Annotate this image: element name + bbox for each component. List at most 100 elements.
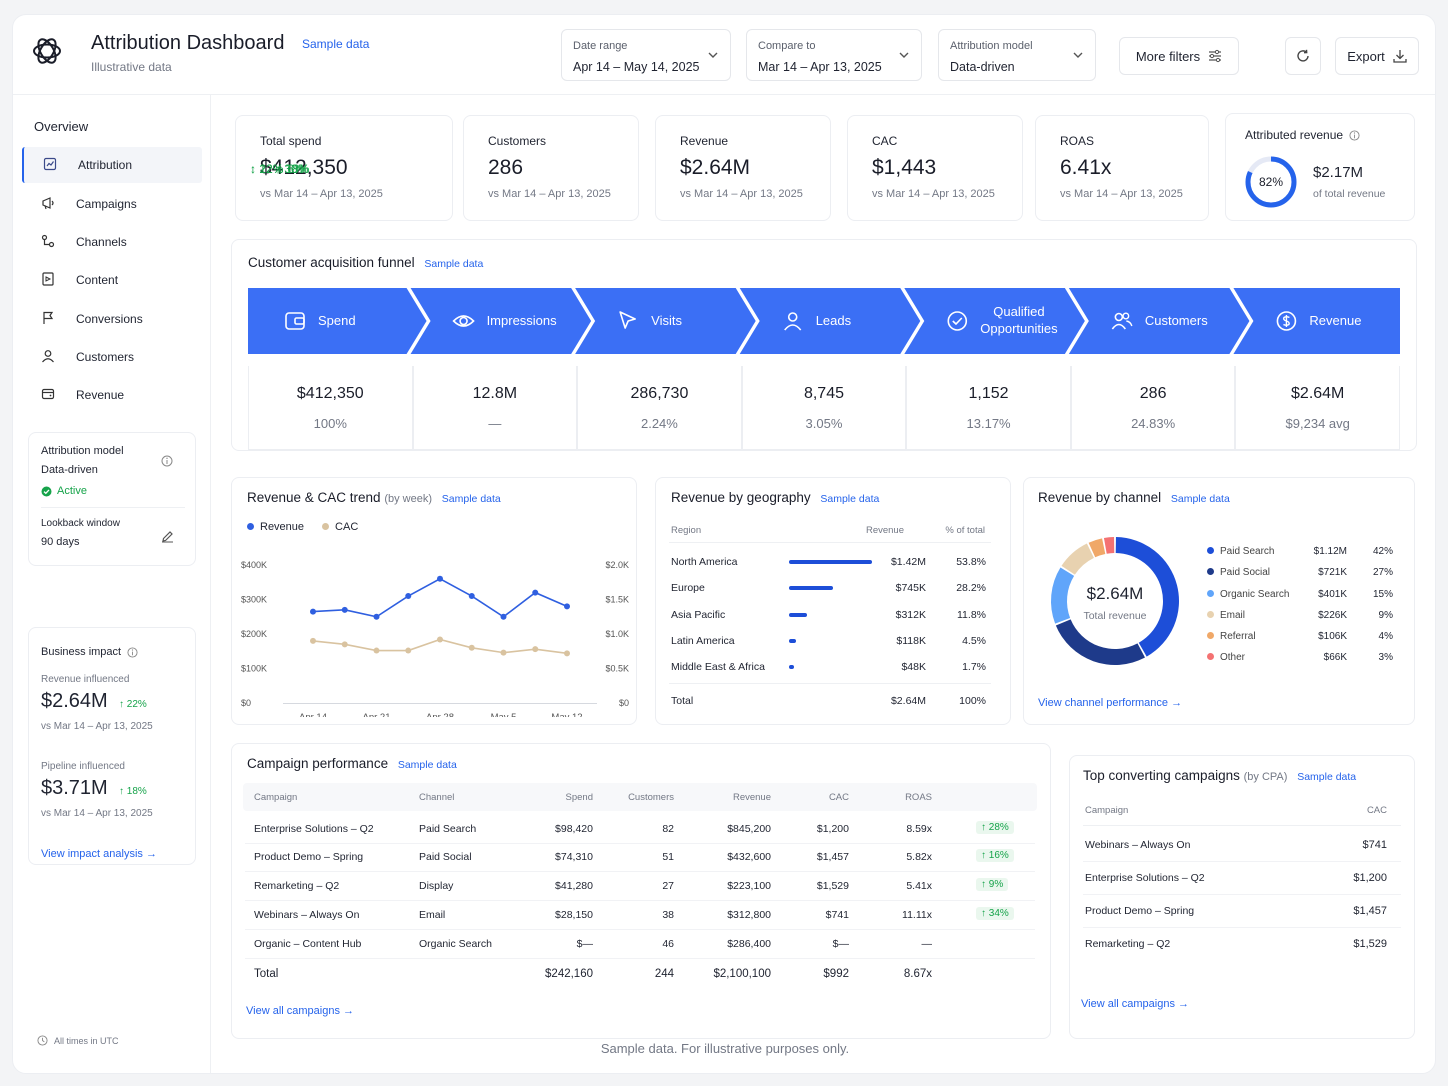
data-point-revenue[interactable] [468, 593, 475, 600]
view-channel-performance-link[interactable]: View channel performance → [1038, 697, 1183, 709]
campaign-cac: $741 [825, 909, 849, 921]
y-tick-left: $100K [241, 664, 267, 674]
divider [245, 843, 1035, 844]
delta-value: 22% [126, 699, 147, 710]
compare-to-select[interactable]: Compare to Mar 14 – Apr 13, 2025 [746, 29, 922, 81]
sidebar-item-label: Content [76, 273, 119, 287]
attribution-model-label: Attribution model [950, 40, 1033, 52]
data-point-revenue[interactable] [500, 613, 507, 620]
data-point-cac[interactable] [341, 641, 348, 648]
kpi-title: CAC [872, 134, 898, 148]
sidebar-item-label: Attribution [78, 158, 133, 172]
pipeline-influenced-value: $3.71M [41, 777, 108, 799]
view-all-top-campaigns-link[interactable]: View all campaigns → [1081, 998, 1190, 1010]
refresh-icon [1297, 49, 1309, 62]
data-point-cac[interactable] [373, 647, 380, 654]
kpi-compare: vs Mar 14 – Apr 13, 2025 [872, 188, 995, 200]
geo-revenue: $1.42M [890, 556, 926, 568]
sidebar-item-channels[interactable]: Channels [22, 224, 202, 260]
roas-delta-badge: ↑ 16% [976, 849, 1014, 862]
channel-pct: 27% [1372, 567, 1393, 578]
funnel-value: 286,730 [630, 385, 689, 402]
view-all-campaigns-link[interactable]: View all campaigns → [246, 1005, 355, 1017]
divider [669, 683, 991, 684]
kpi-card-customers[interactable]: Customers 286 ↑ 18% vs Mar 14 – Apr 13, 202… [276, 115, 639, 221]
attribution-model-select[interactable]: Attribution model Data-driven [938, 29, 1096, 81]
funnel-step-qualified-opportunities[interactable] [904, 288, 1085, 354]
sidebar-item-customers[interactable]: Customers [22, 339, 202, 375]
donut-slice-email[interactable] [1061, 543, 1094, 575]
sidebar-item-attribution[interactable]: Attribution [22, 147, 202, 183]
geo-pct: 1.7% [962, 661, 986, 673]
campaign-table-header-bg [243, 783, 1037, 811]
data-point-revenue[interactable] [532, 589, 539, 596]
kpi-card-roas[interactable]: ROAS 6.41x ↑ 30% vs Mar 14 – Apr 13, 2025 [275, 115, 1209, 221]
y-tick-right: $2.0K [605, 560, 629, 570]
kpi-card-cac[interactable]: CAC $1,443 ↓ 12% vs Mar 14 – Apr 13, 2025 [250, 115, 1023, 221]
sidebar-item-revenue[interactable]: Revenue [22, 377, 202, 413]
edit-pencil-icon[interactable] [161, 530, 174, 543]
data-point-cac[interactable] [405, 647, 412, 654]
campaign-revenue: $223,100 [727, 880, 771, 892]
delta-value: 9% [988, 879, 1004, 890]
funnel-value: 286 [1139, 385, 1167, 402]
refresh-button[interactable] [1285, 37, 1321, 75]
sidebar-item-campaigns[interactable]: Campaigns [22, 186, 202, 222]
timezone-label: All times in UTC [54, 1035, 119, 1046]
trend-title-label: Revenue & CAC trend [247, 490, 381, 505]
donut-slice-other[interactable] [1103, 537, 1115, 554]
attribution-model-card: Attribution model Data-driven Active Loo… [28, 432, 196, 566]
kpi-card-total-spend[interactable]: Total spend $412,350 ↓ 6% vs Mar 14 – Apr 1… [235, 115, 453, 221]
funnel-step-visits[interactable] [575, 288, 756, 354]
info-icon[interactable] [1349, 129, 1360, 141]
sidebar-item-label: Revenue [76, 388, 125, 402]
sidebar-item-conversions[interactable]: Conversions [22, 301, 202, 337]
data-point-cac[interactable] [437, 636, 443, 643]
roas-delta-badge: ↑ 9% [976, 878, 1009, 891]
geo-pct: 28.2% [956, 582, 986, 594]
pipeline-influenced-delta: ↑ 18% [119, 786, 147, 797]
data-point-revenue[interactable] [310, 608, 316, 615]
kpi-card-revenue[interactable]: Revenue $2.64M ↑ 22% vs Mar 14 – Apr 13, 20… [250, 115, 831, 221]
data-point-cac[interactable] [468, 644, 475, 651]
geo-bar [789, 560, 873, 564]
more-filters-button[interactable]: More filters [1119, 37, 1239, 75]
data-point-cac[interactable] [500, 649, 507, 656]
data-point-revenue[interactable] [405, 593, 412, 600]
check-circle-icon [41, 486, 52, 496]
data-point-revenue[interactable] [341, 606, 348, 613]
donut-center-value: $2.64M [1086, 584, 1144, 603]
campaign-channel: Paid Search [419, 823, 477, 835]
data-point-cac[interactable] [310, 637, 316, 644]
campaign-customers: 51 [662, 851, 674, 863]
date-range-select[interactable]: Date range Apr 14 – May 14, 2025 [561, 29, 731, 81]
view-impact-analysis-link[interactable]: View impact analysis → [41, 848, 157, 860]
info-icon[interactable] [161, 455, 173, 467]
top-campaign-cac: $1,529 [1353, 938, 1387, 950]
funnel-step-revenue[interactable] [1233, 288, 1400, 354]
donut-slice-paid-search[interactable] [1115, 537, 1179, 657]
donut-slice-organic-search[interactable] [1051, 567, 1075, 624]
sample-badge: Sample data [1170, 493, 1230, 505]
funnel-step-spend[interactable] [248, 288, 427, 354]
export-button[interactable]: Export [1335, 37, 1419, 75]
data-point-revenue[interactable] [373, 613, 380, 620]
data-point-revenue[interactable] [564, 603, 570, 610]
info-icon[interactable] [127, 646, 138, 658]
data-point-cac[interactable] [532, 646, 539, 653]
kpi-title: Customers [488, 134, 547, 148]
timezone-note: All times in UTC [37, 1035, 119, 1046]
channel-revenue: $401K [1318, 589, 1347, 600]
funnel-step-customers[interactable] [1068, 288, 1250, 354]
donut-slice-paid-social[interactable] [1055, 619, 1145, 665]
data-point-revenue[interactable] [437, 575, 443, 582]
sidebar-item-content[interactable]: Content [22, 262, 202, 298]
geography-title: Revenue by geography Sample data [671, 490, 879, 505]
funnel-step-impressions[interactable] [410, 288, 592, 354]
funnel-step-leads[interactable] [739, 288, 921, 354]
donut-slice-referral[interactable] [1088, 538, 1106, 558]
link-label: View impact analysis [41, 848, 143, 860]
data-point-cac[interactable] [564, 650, 570, 657]
top-converting-title-label: Top converting campaigns [1083, 768, 1240, 783]
campaign-header-cell: Revenue [732, 792, 771, 803]
